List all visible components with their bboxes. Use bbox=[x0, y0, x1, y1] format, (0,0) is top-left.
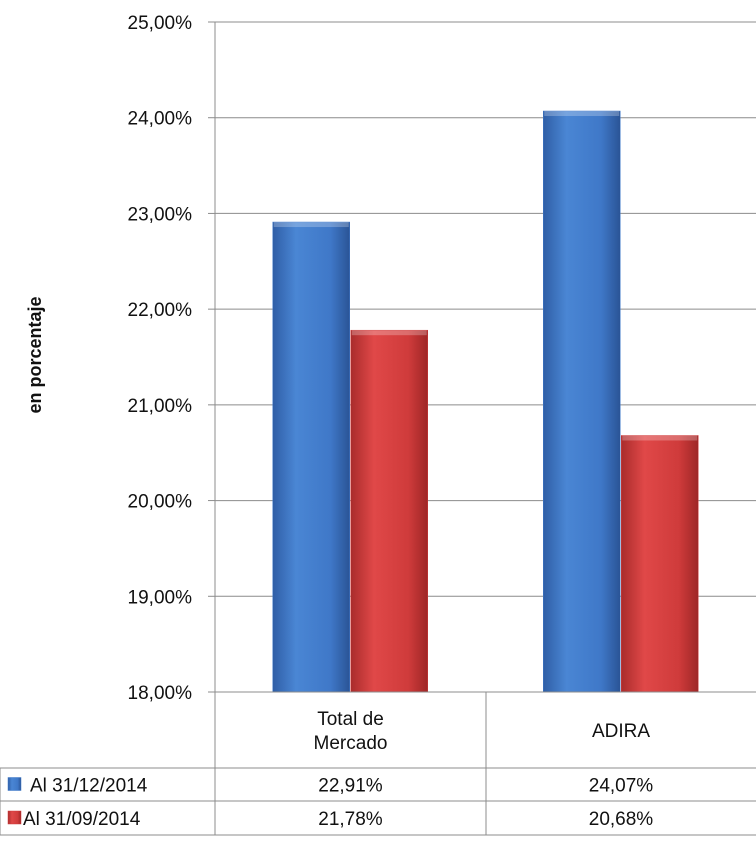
category-label: Total de bbox=[317, 709, 384, 730]
y-tick-label: 24,00% bbox=[128, 109, 193, 130]
data-value: 20,68% bbox=[589, 809, 654, 830]
y-tick-label: 21,00% bbox=[128, 396, 193, 417]
bar-highlight bbox=[622, 435, 698, 441]
y-tick-label: 19,00% bbox=[128, 587, 193, 608]
bar-highlight bbox=[273, 222, 349, 228]
data-value: 22,91% bbox=[318, 776, 383, 797]
y-tick-label: 22,00% bbox=[128, 300, 193, 321]
legend-label: Al 31/09/2014 bbox=[23, 809, 141, 830]
y-tick-label: 23,00% bbox=[128, 204, 193, 225]
legend-label: Al 31/12/2014 bbox=[30, 776, 148, 797]
category-label: ADIRA bbox=[592, 721, 650, 742]
legend-swatch bbox=[7, 777, 22, 791]
category-label: Mercado bbox=[314, 733, 388, 754]
bar-highlight bbox=[351, 330, 427, 336]
data-value: 24,07% bbox=[589, 776, 654, 797]
legend-swatch bbox=[7, 810, 22, 825]
bar-highlight bbox=[544, 111, 620, 117]
y-axis-label: en porcentaje bbox=[25, 296, 45, 413]
bar bbox=[350, 329, 428, 693]
bar bbox=[272, 221, 350, 693]
data-value: 21,78% bbox=[318, 809, 383, 830]
bar bbox=[543, 110, 621, 693]
y-tick-label: 25,00% bbox=[128, 13, 193, 34]
bar bbox=[621, 435, 699, 693]
y-tick-label: 20,00% bbox=[128, 492, 193, 513]
y-tick-label: 18,00% bbox=[128, 683, 193, 704]
